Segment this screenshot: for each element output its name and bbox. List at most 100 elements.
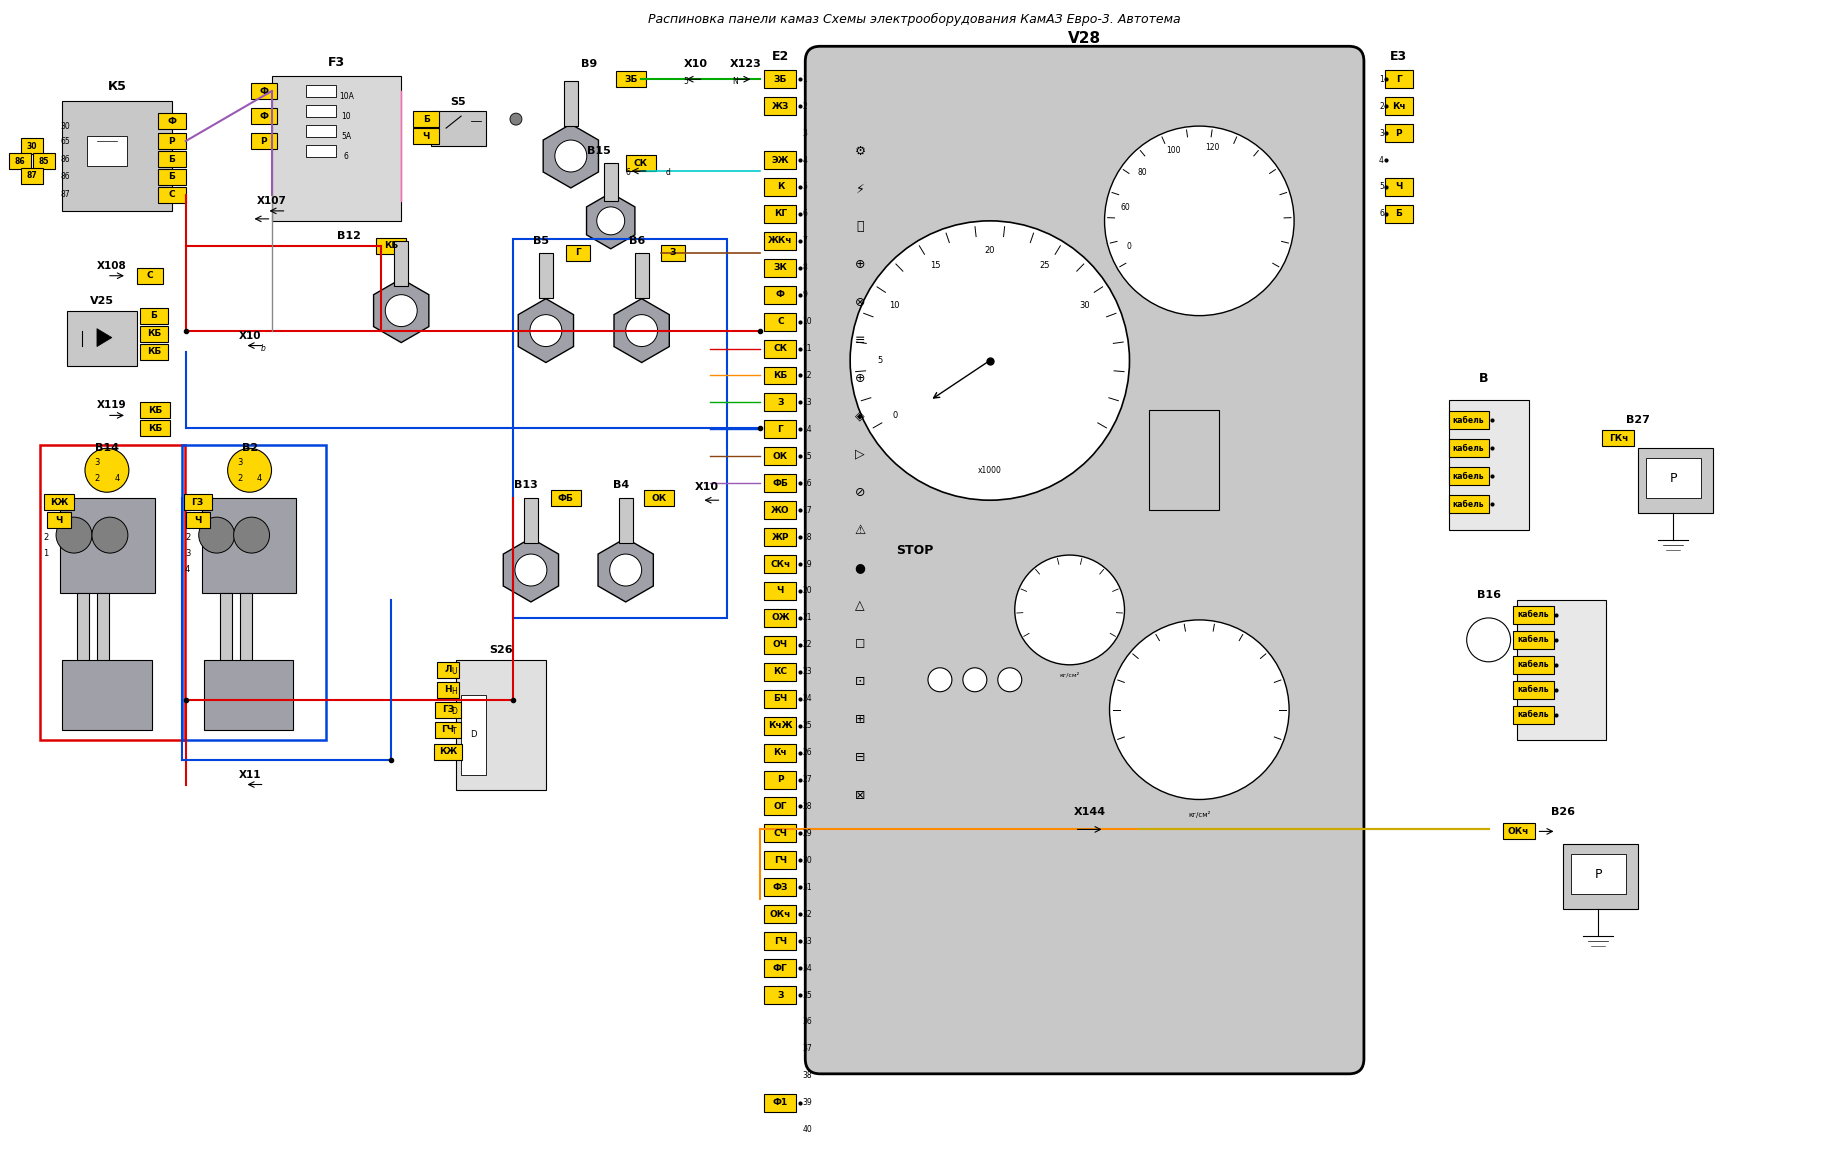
Text: U: U xyxy=(452,668,457,677)
Text: 87: 87 xyxy=(27,172,37,181)
Text: К: К xyxy=(777,182,785,191)
Text: V25: V25 xyxy=(90,295,113,306)
Circle shape xyxy=(850,221,1130,501)
Text: ●: ● xyxy=(854,561,865,574)
FancyBboxPatch shape xyxy=(1639,448,1714,513)
Text: ФБ: ФБ xyxy=(558,494,574,503)
Text: КБ: КБ xyxy=(148,406,163,415)
Text: 7: 7 xyxy=(803,237,807,245)
Circle shape xyxy=(91,517,128,553)
FancyBboxPatch shape xyxy=(1449,412,1489,429)
FancyBboxPatch shape xyxy=(765,582,796,600)
Text: 19: 19 xyxy=(803,559,812,568)
Text: X10: X10 xyxy=(238,330,262,341)
FancyBboxPatch shape xyxy=(1513,631,1555,649)
Text: ГЧ: ГЧ xyxy=(441,725,455,734)
Text: D: D xyxy=(470,731,476,739)
Text: 6: 6 xyxy=(626,168,631,177)
Text: кг/см²: кг/см² xyxy=(1059,672,1079,678)
Text: 34: 34 xyxy=(803,964,812,972)
FancyBboxPatch shape xyxy=(1516,600,1606,740)
FancyBboxPatch shape xyxy=(157,169,187,184)
FancyBboxPatch shape xyxy=(201,498,296,593)
Text: X10: X10 xyxy=(684,60,708,69)
Text: З: З xyxy=(669,249,677,257)
FancyBboxPatch shape xyxy=(137,267,163,284)
Text: X108: X108 xyxy=(97,260,126,271)
Text: Ф: Ф xyxy=(260,86,269,96)
FancyBboxPatch shape xyxy=(1513,606,1555,624)
FancyBboxPatch shape xyxy=(765,340,796,357)
Circle shape xyxy=(234,517,269,553)
Text: 60: 60 xyxy=(1121,203,1130,212)
Text: 15: 15 xyxy=(803,452,812,461)
FancyBboxPatch shape xyxy=(44,494,73,510)
Text: ⊠: ⊠ xyxy=(854,789,865,802)
Text: S5: S5 xyxy=(450,97,466,107)
FancyBboxPatch shape xyxy=(1385,124,1412,142)
Text: Р: Р xyxy=(1396,128,1403,138)
Text: 2: 2 xyxy=(1379,102,1385,111)
FancyBboxPatch shape xyxy=(251,83,276,99)
Text: 1: 1 xyxy=(1379,75,1385,84)
FancyBboxPatch shape xyxy=(765,151,796,169)
Text: ЖР: ЖР xyxy=(772,532,788,541)
Text: Р: Р xyxy=(1595,868,1602,881)
FancyBboxPatch shape xyxy=(271,76,401,221)
Text: 2: 2 xyxy=(238,474,241,483)
FancyBboxPatch shape xyxy=(433,743,463,760)
Text: В15: В15 xyxy=(587,146,611,156)
Text: В6: В6 xyxy=(629,236,646,246)
Text: ⊕: ⊕ xyxy=(854,258,865,271)
Text: 25: 25 xyxy=(1039,261,1050,270)
FancyBboxPatch shape xyxy=(765,663,796,680)
Text: 16: 16 xyxy=(803,478,812,488)
FancyBboxPatch shape xyxy=(765,420,796,439)
FancyBboxPatch shape xyxy=(9,153,31,169)
Text: 36: 36 xyxy=(803,1018,812,1027)
FancyBboxPatch shape xyxy=(563,82,578,126)
FancyBboxPatch shape xyxy=(97,593,110,663)
Bar xyxy=(307,105,337,117)
FancyBboxPatch shape xyxy=(437,662,459,678)
Text: 2: 2 xyxy=(95,474,99,483)
Text: СЧ: СЧ xyxy=(774,829,786,838)
Text: 10: 10 xyxy=(342,112,351,120)
FancyBboxPatch shape xyxy=(540,253,552,298)
Text: 3: 3 xyxy=(95,457,99,467)
Text: Р: Р xyxy=(260,137,267,146)
Text: 1: 1 xyxy=(803,75,807,84)
Text: 6: 6 xyxy=(803,209,807,218)
Text: З: З xyxy=(777,398,783,407)
FancyBboxPatch shape xyxy=(765,690,796,707)
Text: 86: 86 xyxy=(60,173,70,182)
Polygon shape xyxy=(598,538,653,602)
FancyBboxPatch shape xyxy=(765,959,796,977)
Text: В27: В27 xyxy=(1626,415,1650,426)
Circle shape xyxy=(510,113,521,125)
FancyBboxPatch shape xyxy=(157,187,187,203)
FancyBboxPatch shape xyxy=(765,1093,796,1112)
Text: КчЖ: КчЖ xyxy=(768,721,792,731)
Text: КБ: КБ xyxy=(148,424,163,433)
FancyBboxPatch shape xyxy=(203,659,293,729)
FancyBboxPatch shape xyxy=(437,682,459,698)
Circle shape xyxy=(57,517,91,553)
Text: Р: Р xyxy=(168,137,176,146)
Text: ОК: ОК xyxy=(774,452,788,461)
Circle shape xyxy=(1105,126,1295,315)
Text: E2: E2 xyxy=(772,50,788,63)
Text: 4: 4 xyxy=(1379,155,1385,165)
Text: 6: 6 xyxy=(344,152,349,161)
Text: F3: F3 xyxy=(327,56,346,69)
Text: 3: 3 xyxy=(803,128,807,138)
Text: 87: 87 xyxy=(60,190,70,200)
Text: Ч: Ч xyxy=(194,516,201,525)
Text: ЖЗ: ЖЗ xyxy=(772,102,788,111)
Text: T: T xyxy=(452,727,457,736)
FancyBboxPatch shape xyxy=(157,133,187,149)
FancyBboxPatch shape xyxy=(765,474,796,492)
FancyBboxPatch shape xyxy=(765,743,796,762)
Text: Ф: Ф xyxy=(260,112,269,120)
Text: В5: В5 xyxy=(532,236,549,246)
